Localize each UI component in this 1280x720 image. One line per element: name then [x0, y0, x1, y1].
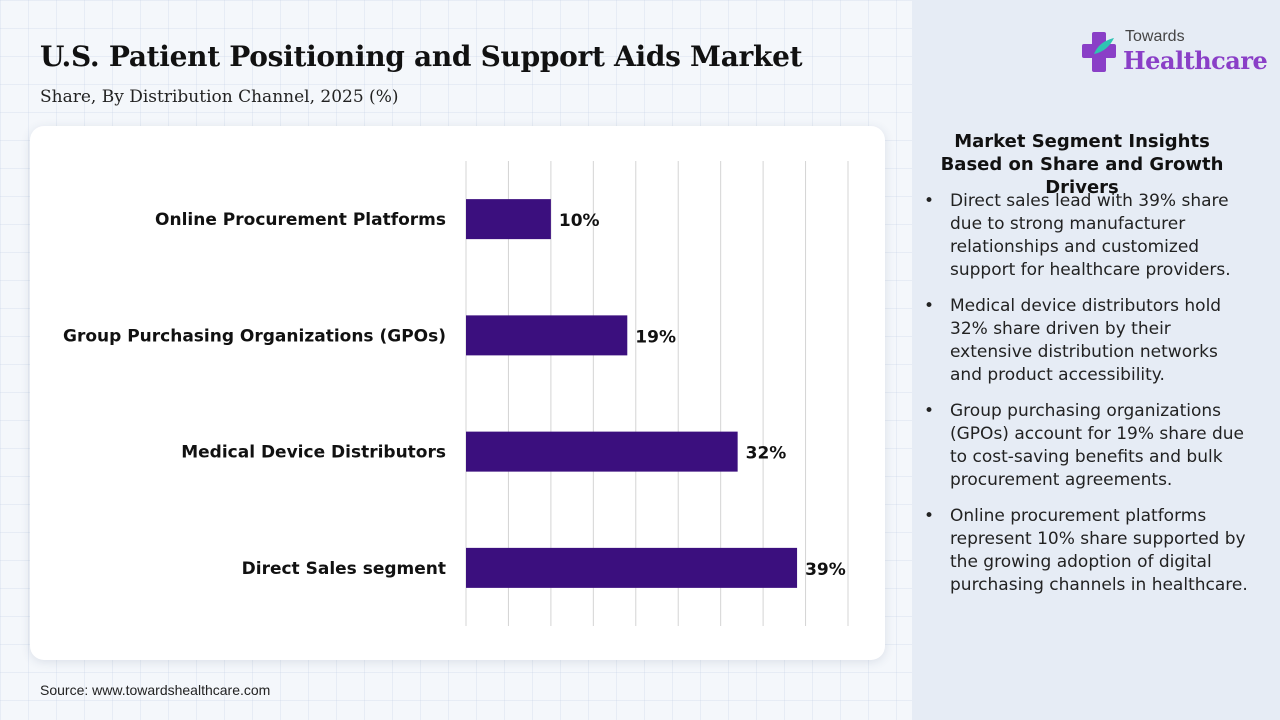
- brand-logo: Towards Healthcare: [1080, 26, 1268, 78]
- data-label: 19%: [635, 327, 676, 347]
- page-subtitle: Share, By Distribution Channel, 2025 (%): [40, 87, 399, 107]
- source-note: Source: www.towardshealthcare.com: [40, 682, 271, 698]
- logo-text-top: Towards: [1125, 28, 1185, 45]
- insight-bullet: • Group purchasing organizations (GPOs) a…: [922, 400, 1252, 492]
- logo-text-main: Healthcare: [1123, 46, 1268, 75]
- medical-cross-icon: [1082, 32, 1116, 72]
- bullet-dot-icon: •: [924, 191, 935, 211]
- data-label: 39%: [805, 560, 846, 580]
- insights-title: Market Segment Insights Based on Share a…: [940, 131, 1224, 198]
- bullet-dot-icon: •: [924, 401, 935, 421]
- category-label: Medical Device Distributors: [181, 443, 446, 463]
- chart-card: Online Procurement Platforms 10% Group Pur…: [30, 126, 885, 660]
- insight-bullet: • Online procurement platforms represent …: [922, 505, 1252, 597]
- category-label: Direct Sales segment: [242, 559, 446, 579]
- bar: [466, 547, 798, 588]
- insight-text: Group purchasing organizations (GPOs) ac…: [950, 401, 1244, 490]
- insight-text: Online procurement platforms represent 1…: [950, 506, 1248, 595]
- bar: [466, 431, 738, 472]
- insight-text: Medical device distributors hold 32% sha…: [950, 296, 1222, 385]
- category-label: Online Procurement Platforms: [155, 210, 446, 230]
- insights-panel: [912, 0, 1280, 720]
- bar: [466, 315, 628, 356]
- bullet-dot-icon: •: [924, 506, 935, 526]
- data-label: 10%: [559, 211, 600, 231]
- page-title: U.S. Patient Positioning and Support Aid…: [40, 40, 803, 73]
- bar: [466, 199, 551, 240]
- bullet-dot-icon: •: [924, 296, 935, 316]
- insights-list: • Direct sales lead with 39% share due to…: [922, 190, 1252, 610]
- data-label: 32%: [746, 444, 787, 464]
- insight-bullet: • Medical device distributors hold 32% sh…: [922, 295, 1252, 387]
- insight-text: Direct sales lead with 39% share due to …: [950, 191, 1231, 280]
- category-label: Group Purchasing Organizations (GPOs): [63, 326, 446, 346]
- insight-bullet: • Direct sales lead with 39% share due to…: [922, 190, 1252, 282]
- bar-chart: Online Procurement Platforms 10% Group Pur…: [63, 161, 849, 626]
